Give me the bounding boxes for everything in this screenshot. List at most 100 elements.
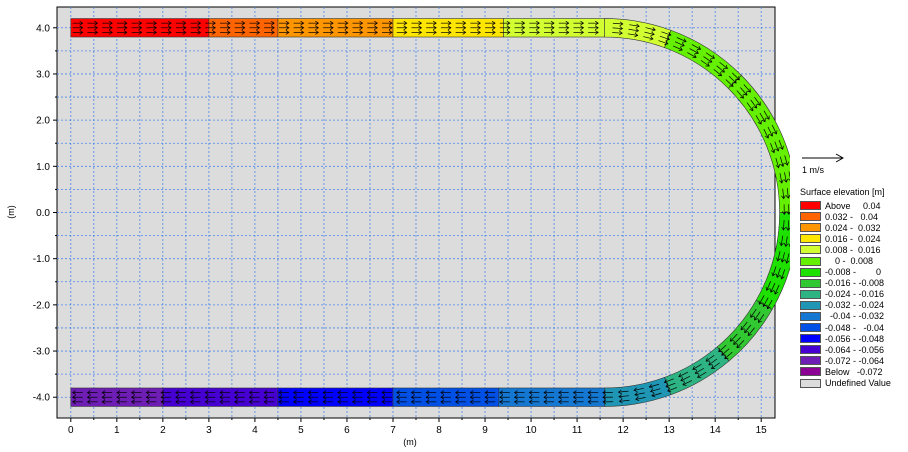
bottom-channel-vector [351, 394, 363, 400]
bottom-channel-vector [381, 399, 393, 405]
bend-vector [602, 390, 613, 395]
bottom-channel-vector [175, 390, 186, 395]
bottom-channel-vector [86, 394, 98, 400]
bottom-channel-vector [293, 399, 304, 405]
bottom-channel-vector [263, 390, 275, 395]
top-channel-vector [219, 20, 231, 26]
x-tick-label: 13 [664, 425, 676, 436]
top-channel-vector [367, 25, 378, 31]
legend-swatch [800, 356, 821, 366]
x-tick-label: 10 [526, 425, 538, 436]
bottom-channel-vector [587, 390, 599, 395]
bend-vector [767, 126, 774, 137]
legend-swatch [800, 311, 821, 321]
bottom-channel-vector [322, 394, 334, 400]
bottom-channel-vector [440, 394, 451, 400]
legend-swatch [800, 367, 821, 377]
top-channel-vector [558, 30, 570, 35]
bend-vector [674, 41, 685, 47]
bottom-channel-vector [381, 394, 393, 400]
top-channel-vector [544, 30, 555, 35]
top-channel-vector [440, 25, 452, 31]
bend-vector [617, 389, 629, 395]
top-channel-vector [308, 30, 319, 35]
bend-vector [740, 321, 748, 331]
bottom-channel-vector [278, 390, 289, 395]
x-tick-label: 12 [618, 425, 630, 436]
bend-vector [650, 388, 661, 393]
reference-arrow-icon [802, 153, 845, 163]
top-channel-vector [352, 30, 364, 35]
bottom-channel-vector [543, 390, 555, 395]
bottom-channel-vector [72, 399, 83, 405]
bottom-channel-vector [204, 399, 216, 405]
top-channel-vector [72, 30, 84, 35]
bend-vector [781, 188, 786, 200]
bottom-channel-vector [572, 394, 584, 400]
bend-vector [750, 99, 757, 109]
bottom-channel-vector [189, 399, 201, 405]
bend-vector [779, 173, 784, 184]
top-channel-vector [573, 30, 585, 35]
legend-swatch [800, 234, 821, 244]
bottom-channel-vector [499, 390, 510, 395]
y-tick-label: 2.0 [36, 116, 50, 127]
bend-vector [692, 364, 702, 370]
bend-vector [602, 399, 614, 405]
bottom-channel-vector [307, 399, 319, 405]
top-channel-vector [396, 30, 408, 35]
bend-vector [673, 45, 683, 51]
legend-entry: 0.008 - 0.016 [800, 244, 908, 255]
bottom-channel-vector [219, 394, 230, 400]
top-channel-vector [278, 20, 290, 26]
top-channel-vector [411, 20, 423, 26]
bend-vector [775, 267, 781, 278]
bend-vector [711, 362, 720, 369]
bottom-channel-vector [425, 394, 437, 400]
top-channel-vector [87, 30, 99, 35]
bend-vector [633, 387, 644, 392]
bottom-channel-vector [513, 390, 525, 395]
top-channel-vector [396, 20, 408, 26]
top-channel-vector [293, 30, 305, 35]
top-channel-vector [367, 30, 378, 35]
bottom-channel-vector [410, 399, 422, 405]
bottom-channel-vector [455, 399, 466, 405]
legend-entry: -0.072 - -0.064 [800, 355, 908, 366]
bottom-channel-vector [160, 390, 172, 395]
bend-vector [776, 251, 781, 262]
bend-vector [754, 96, 761, 106]
bend-vector [785, 188, 790, 199]
bottom-channel-vector [528, 390, 540, 395]
top-channel-vector [205, 25, 216, 31]
top-channel-vector [588, 30, 599, 35]
bend-vector [740, 87, 748, 96]
bend-vector [663, 378, 674, 384]
bottom-channel-vector [558, 399, 569, 405]
bend-vector [635, 396, 646, 402]
reference-vector-label: 1 m/s [802, 165, 825, 175]
bend-vector [763, 128, 770, 139]
top-channel-vector [116, 25, 128, 31]
bend-vector [691, 44, 702, 50]
top-channel-vector [190, 25, 202, 31]
top-channel-vector [264, 20, 275, 26]
legend-swatch [800, 289, 821, 299]
top-channel-vector [588, 25, 599, 31]
bend-vector [784, 155, 789, 166]
top-channel-vector [426, 30, 437, 35]
bottom-channel-vector [381, 390, 393, 395]
bend-vector [788, 243, 790, 248]
x-tick-label: 0 [68, 425, 74, 436]
legend-entries: Above 0.04 0.032 - 0.04 0.024 - 0.032 0.016… [800, 200, 908, 389]
bottom-channel-vector [351, 390, 363, 395]
bend-vector [645, 27, 656, 32]
legend-label: 0.016 - 0.024 [825, 233, 881, 244]
y-axis-label: (m) [6, 205, 16, 219]
top-channel-vector [190, 20, 202, 26]
top-channel-vector [426, 20, 437, 26]
top-channel-vector [455, 25, 467, 31]
bottom-channel-vector [116, 394, 127, 400]
bend-vector [781, 220, 786, 231]
legend-entry: 0.016 - 0.024 [800, 233, 908, 244]
